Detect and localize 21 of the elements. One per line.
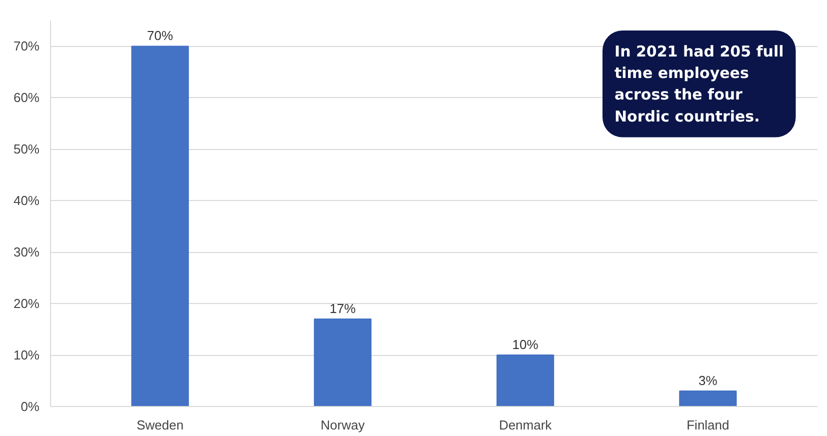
y-tick-label: 50%	[13, 142, 40, 157]
data-label: 70%	[147, 28, 174, 44]
y-tick-label: 0%	[20, 399, 40, 414]
x-tick-label: Norway	[320, 418, 366, 432]
data-label: 17%	[330, 301, 356, 316]
y-tick-label: 40%	[13, 193, 40, 208]
annotation: In 2021 had 205 full time employees across the four Nordic countries.	[614, 42, 784, 126]
data-label: 3%	[698, 373, 718, 388]
y-tick-label: 70%	[13, 38, 40, 54]
y-tick-label: 30%	[13, 244, 40, 260]
bar	[496, 354, 554, 406]
bar	[131, 46, 189, 406]
x-tick-label: Finland	[686, 418, 730, 432]
y-tick-label: 10%	[13, 348, 40, 363]
y-tick-label: 20%	[13, 296, 40, 312]
y-tick-label: 60%	[13, 90, 40, 106]
bar	[314, 318, 372, 406]
data-label: 10%	[512, 337, 539, 352]
x-tick-label: Denmark	[498, 418, 552, 432]
bar	[679, 390, 737, 406]
x-tick-label: Sweden	[136, 418, 184, 432]
